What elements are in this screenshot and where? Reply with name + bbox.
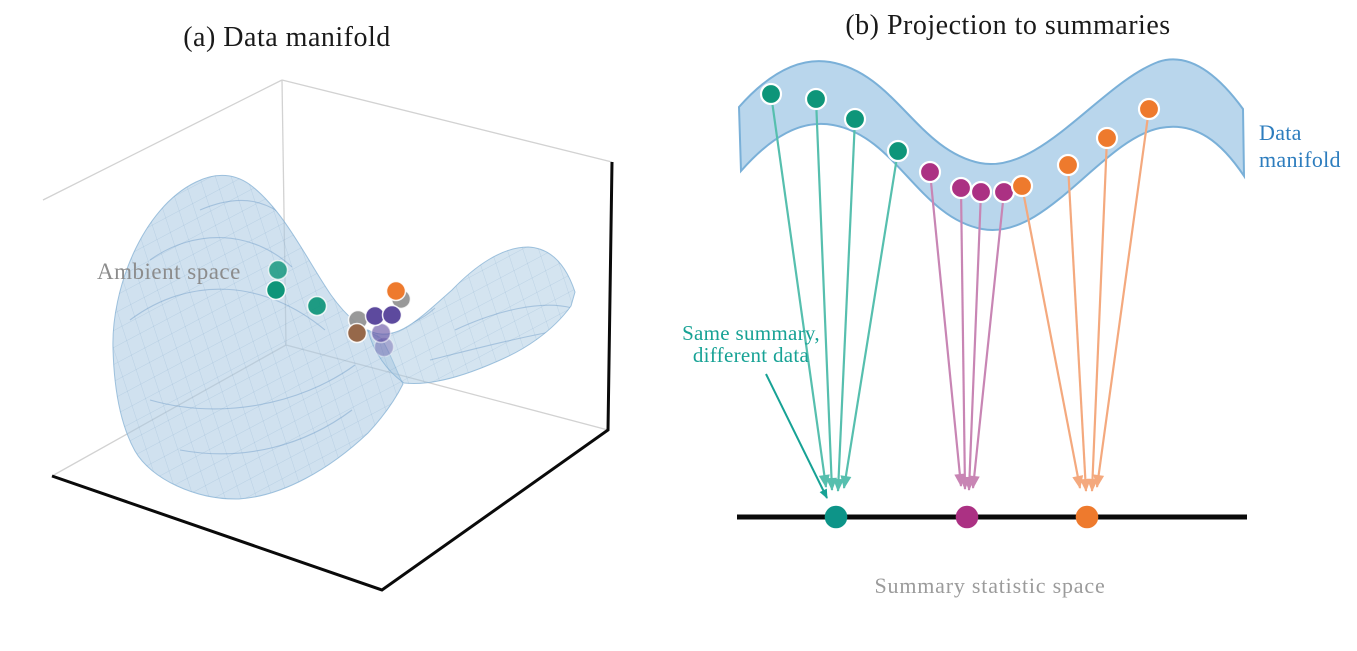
panel-b-projection: (b) Projection to summaries Same summary… xyxy=(680,0,1357,651)
data-point-magenta xyxy=(918,160,942,184)
data-point-orange xyxy=(1010,174,1034,198)
same-summary-label-line2: different data xyxy=(693,343,810,367)
data-point-teal xyxy=(886,139,910,163)
panel-a-points xyxy=(265,259,412,358)
panel-b-points xyxy=(759,82,1161,204)
data-point-magenta xyxy=(949,176,973,200)
data-point-teal xyxy=(759,82,783,106)
projection-arrow-teal xyxy=(814,98,838,491)
data-point-teal xyxy=(265,279,287,301)
data-point-magenta xyxy=(969,180,993,204)
data-manifold-label-line1: Data xyxy=(1259,120,1302,145)
summary-point-orange xyxy=(1075,505,1099,529)
panel-a-data-manifold: (a) Data manifold xyxy=(42,22,614,592)
axes-black-edges xyxy=(51,161,614,592)
projection-arrow-orange xyxy=(1087,137,1109,492)
summary-point-magenta xyxy=(955,505,979,529)
projection-arrow-magenta xyxy=(959,187,971,490)
same-summary-label: Same summary, different data xyxy=(682,321,820,367)
data-point-orange xyxy=(1095,126,1119,150)
data-point-purple xyxy=(364,305,386,327)
data-point-orange xyxy=(1137,97,1161,121)
panel-a-title: (a) Data manifold xyxy=(183,22,391,53)
summary-point-teal_summary xyxy=(824,505,848,529)
projection-arrow-magenta xyxy=(968,191,1006,489)
data-point-brown xyxy=(346,322,368,344)
summary-statistic-space-label: Summary statistic space xyxy=(874,573,1105,598)
data-point-orange xyxy=(1056,153,1080,177)
projection-arrow-orange xyxy=(1066,164,1091,492)
summary-dots xyxy=(824,505,1099,529)
panel-a-3d-plot: (a) Data manifold xyxy=(42,22,614,592)
same-summary-annotation-arrow xyxy=(765,373,828,499)
ambient-space-label: Ambient space xyxy=(97,259,241,284)
data-point-purple xyxy=(381,304,403,326)
panel-b-diagram: (b) Projection to summaries Same summary… xyxy=(682,10,1341,598)
projection-arrow-orange xyxy=(1020,185,1084,489)
data-manifold-label-line2: manifold xyxy=(1259,147,1341,172)
same-summary-label-line1: Same summary, xyxy=(682,321,820,345)
data-manifold-band xyxy=(737,58,1246,231)
data-point-orange xyxy=(385,280,407,302)
projection-arrow-orange xyxy=(1093,108,1151,488)
data-point-teal xyxy=(843,107,867,131)
data-point-teal xyxy=(306,295,328,317)
projection-arrow-magenta xyxy=(928,171,966,487)
data-point-teal xyxy=(804,87,828,111)
projection-arrow-teal xyxy=(840,150,900,489)
projection-arrow-teal xyxy=(833,118,857,492)
projection-arrow-teal xyxy=(769,93,830,488)
panel-b-title: (b) Projection to summaries xyxy=(845,10,1170,41)
projection-arrow-magenta xyxy=(963,191,983,491)
projection-arrows xyxy=(769,93,1151,492)
data-manifold-label: Data manifold xyxy=(1259,120,1341,172)
data-point-teal xyxy=(267,259,289,281)
data-point-purple xyxy=(370,322,392,344)
